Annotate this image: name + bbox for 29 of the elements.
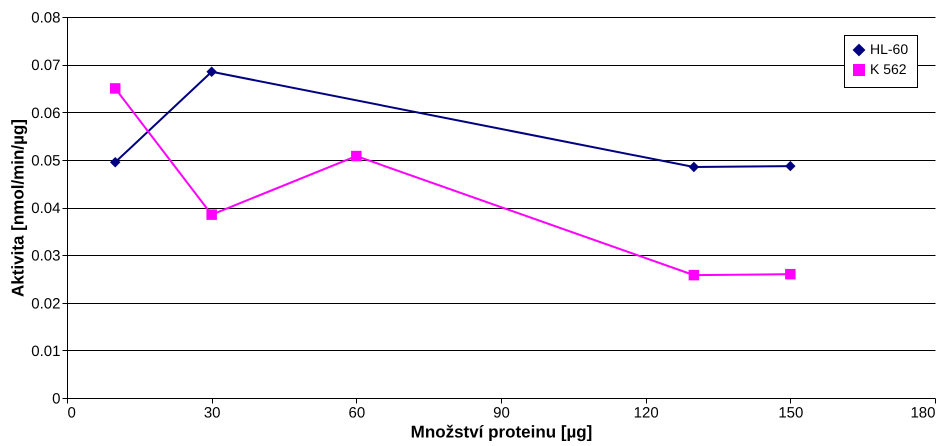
legend-label: K 562 [870, 61, 907, 77]
x-tick-label: 30 [204, 404, 221, 422]
legend-label: HL-60 [870, 41, 908, 57]
x-tick-label: 0 [68, 404, 76, 422]
point [206, 66, 217, 78]
point [351, 150, 362, 162]
x-tick-label: 60 [348, 404, 366, 422]
y-tick-label: 0.06 [31, 104, 60, 122]
y-tick-label: 0.02 [31, 295, 60, 312]
y-tick-label: 0.07 [31, 57, 60, 74]
x-axis-title: Množství proteinu [µg] [410, 422, 592, 442]
point [785, 160, 796, 172]
point [688, 162, 700, 172]
x-tick-label: 180 [910, 404, 936, 422]
point [110, 157, 120, 168]
y-tick-label: 0.01 [31, 342, 60, 360]
x-tick-label: 150 [778, 404, 804, 422]
y-tick-label: 0.03 [31, 248, 60, 265]
x-tick-label: 120 [634, 404, 659, 422]
point [785, 268, 796, 280]
y-tick-label: 0 [52, 390, 60, 408]
point [110, 83, 120, 94]
x-tick-label: 90 [493, 404, 510, 422]
point [206, 209, 217, 220]
point [688, 270, 700, 280]
y-axis-title: Aktivita [nmol/min/µg] [8, 119, 28, 297]
y-tick-label: 0.05 [31, 152, 60, 170]
y-tick-label: 0.08 [31, 10, 60, 26]
y-tick-label: 0.04 [31, 200, 60, 217]
